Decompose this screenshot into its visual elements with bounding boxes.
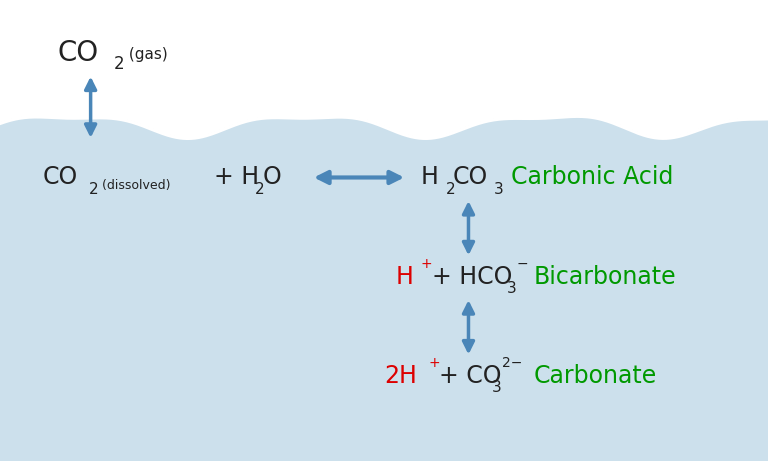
Text: 2−: 2− bbox=[502, 356, 522, 370]
Text: (dissolved): (dissolved) bbox=[98, 179, 170, 192]
Text: Bicarbonate: Bicarbonate bbox=[534, 265, 677, 289]
Text: −: − bbox=[517, 257, 528, 271]
Text: 2: 2 bbox=[255, 182, 265, 196]
Text: 3: 3 bbox=[492, 380, 502, 395]
Text: 3: 3 bbox=[507, 281, 517, 296]
Text: H: H bbox=[396, 265, 413, 289]
Text: Carbonic Acid: Carbonic Acid bbox=[511, 165, 673, 189]
Text: Carbonate: Carbonate bbox=[534, 364, 657, 388]
Text: 2: 2 bbox=[89, 182, 99, 196]
Text: +: + bbox=[421, 257, 432, 271]
Text: + H: + H bbox=[214, 165, 259, 189]
Text: 2: 2 bbox=[114, 54, 124, 73]
Text: O: O bbox=[263, 165, 281, 189]
Text: + CO: + CO bbox=[439, 364, 502, 388]
Text: 2H: 2H bbox=[384, 364, 417, 388]
Text: + HCO: + HCO bbox=[432, 265, 512, 289]
Text: CO: CO bbox=[42, 165, 78, 189]
Text: 3: 3 bbox=[494, 182, 504, 196]
Text: (gas): (gas) bbox=[124, 47, 168, 62]
Text: CO: CO bbox=[58, 39, 99, 67]
Text: CO: CO bbox=[453, 165, 488, 189]
Text: H: H bbox=[421, 165, 439, 189]
Text: 2: 2 bbox=[445, 182, 455, 196]
Text: +: + bbox=[429, 356, 440, 370]
